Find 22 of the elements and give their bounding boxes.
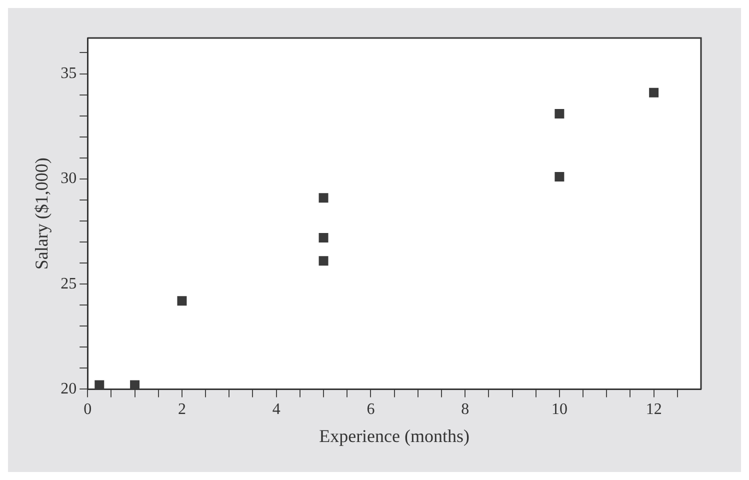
x-tick-label: 2 <box>178 401 186 418</box>
y-axis-title: Salary ($1,000) <box>32 158 52 270</box>
x-tick-label: 8 <box>461 401 470 418</box>
point <box>318 193 328 203</box>
point <box>554 108 564 118</box>
y-tick-label: 30 <box>60 170 77 188</box>
x-tick-label: 12 <box>646 401 662 418</box>
x-axis-title: Experience (months) <box>319 426 470 446</box>
x-tick-label: 4 <box>272 401 280 418</box>
point <box>318 256 328 266</box>
x-tick-label: 6 <box>366 401 375 418</box>
y-tick-label: 35 <box>60 64 77 82</box>
point <box>94 380 104 390</box>
y-tick-label: 25 <box>60 275 77 292</box>
point <box>649 88 659 98</box>
point <box>318 233 328 243</box>
point <box>130 380 140 390</box>
point <box>177 296 187 306</box>
x-tick-label: 0 <box>84 401 92 418</box>
y-tick-label: 20 <box>60 380 77 398</box>
point <box>554 172 564 182</box>
x-tick-label: 10 <box>551 401 568 418</box>
